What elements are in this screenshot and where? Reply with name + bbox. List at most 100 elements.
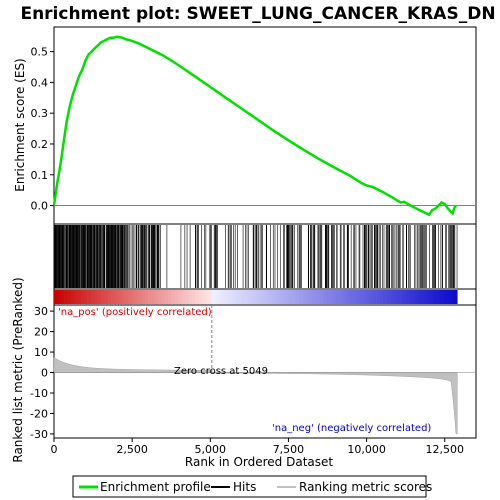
colorbar-segment [356, 290, 361, 304]
colorbar-segment [222, 290, 226, 304]
colorbar-segment [258, 290, 263, 304]
colorbar-segment [235, 290, 240, 304]
colorbar-segment [77, 290, 82, 304]
ranking-metric-area [53, 357, 458, 435]
colorbar-segment [433, 290, 438, 304]
colorbar-segment [64, 290, 68, 304]
colorbar-segment [342, 290, 347, 304]
colorbar-segment [60, 290, 65, 304]
es-y-tick-label: 0.4 [31, 76, 49, 89]
es-y-tick-label: 0.3 [31, 107, 49, 120]
colorbar-segment [373, 290, 377, 304]
colorbar-segment [393, 290, 398, 304]
colorbar-segment [211, 290, 216, 304]
colorbar-segment [406, 290, 411, 304]
colorbar-segment [427, 290, 431, 304]
rank-y-tick-label: -30 [30, 428, 48, 441]
colorbar-segment [416, 290, 421, 304]
zero-cross-label: Zero cross at 5049 [174, 366, 268, 377]
colorbar-segment [437, 290, 441, 304]
colorbar-segment [349, 290, 354, 304]
colorbar-segment [279, 290, 283, 304]
colorbar-segment [353, 290, 357, 304]
colorbar-segment [265, 290, 270, 304]
rank-y-axis-label: Ranked list metric (PreRanked) [11, 277, 25, 462]
es-y-tick-label: 0.2 [31, 138, 49, 151]
rank-x-tick-label: 12,500 [425, 443, 464, 456]
colorbar-segment [87, 290, 92, 304]
colorbar-segment [84, 290, 88, 304]
colorbar-segment [316, 290, 320, 304]
colorbar-segment [275, 290, 280, 304]
colorbar-segment [336, 290, 340, 304]
legend-ranking-label: Ranking metric scores [299, 480, 432, 494]
legend-hits-label: Hits [233, 480, 256, 494]
rank-y-tick-label: -20 [30, 407, 48, 420]
rank-x-tick-label: 7,500 [273, 443, 305, 456]
colorbar-segment [198, 290, 203, 304]
colorbar-segment [101, 290, 105, 304]
na-pos-label: 'na_pos' (positively correlated) [58, 307, 212, 318]
colorbar-segment [154, 290, 159, 304]
colorbar-segment [111, 290, 115, 304]
colorbar-segment [383, 290, 387, 304]
colorbar-segment [443, 290, 448, 304]
colorbar-segment [114, 290, 119, 304]
colorbar-segment [430, 290, 435, 304]
colorbar-segment [121, 290, 125, 304]
rank-x-tick-label: 5,000 [195, 443, 227, 456]
colorbar-segment [188, 290, 193, 304]
colorbar-segment [94, 290, 98, 304]
colorbar-segment [242, 290, 246, 304]
enrichment-profile-line [52, 35, 457, 217]
colorbar-segment [248, 290, 253, 304]
es-y-axis: 0.0 0.1 0.2 0.3 0.4 0.5 [31, 46, 54, 213]
colorbar-segment [97, 290, 102, 304]
es-y-tick-label: 0.1 [31, 169, 49, 182]
colorbar-segment [403, 290, 408, 304]
colorbar-segment [285, 290, 290, 304]
rank-x-axis: 0 2,500 5,000 7,500 10,000 12,500 [51, 438, 464, 456]
colorbar-segment [255, 290, 260, 304]
colorbar-segment [201, 290, 206, 304]
colorbar-segment [359, 290, 364, 304]
colorbar-segment [181, 290, 186, 304]
gene-hits [53, 225, 458, 288]
colorbar-segment [332, 290, 337, 304]
rank-x-axis-label: Rank in Ordered Dataset [185, 455, 333, 469]
colorbar-segment [215, 290, 219, 304]
colorbar-segment [164, 290, 169, 304]
colorbar-segment [396, 290, 401, 304]
rank-x-tick-label: 0 [51, 443, 58, 456]
legend: Enrichment profile Hits Ranking metric s… [72, 475, 432, 498]
colorbar-segment [420, 290, 424, 304]
colorbar-segment [413, 290, 418, 304]
colorbar-segment [191, 290, 196, 304]
colorbar-segment [440, 290, 445, 304]
es-y-tick-label: 0.5 [31, 46, 49, 59]
legend-box [72, 475, 427, 498]
colorbar-segment [232, 290, 236, 304]
es-y-tick-label: 0.0 [31, 200, 49, 213]
rank-y-tick-label: 0 [41, 367, 48, 380]
colorbar-segment [218, 290, 223, 304]
colorbar-segment [400, 290, 404, 304]
rank-y-tick-label: 30 [34, 305, 48, 318]
colorbar-segment [326, 290, 330, 304]
colorbar-segment [225, 290, 230, 304]
colorbar-segment [134, 290, 139, 304]
colorbar-segment [423, 290, 428, 304]
colorbar-segment [410, 290, 414, 304]
legend-enrichment-label: Enrichment profile [100, 480, 211, 494]
colorbar-segment [366, 290, 371, 304]
colorbar-segment [90, 290, 95, 304]
colorbar-segment [447, 290, 451, 304]
colorbar-segment [107, 290, 112, 304]
colorbar-segment [195, 290, 199, 304]
colorbar-segment [390, 290, 394, 304]
colorbar-segment [450, 290, 455, 304]
colorbar-segment [178, 290, 182, 304]
colorbar-segment [148, 290, 152, 304]
colorbar-segment [252, 290, 256, 304]
